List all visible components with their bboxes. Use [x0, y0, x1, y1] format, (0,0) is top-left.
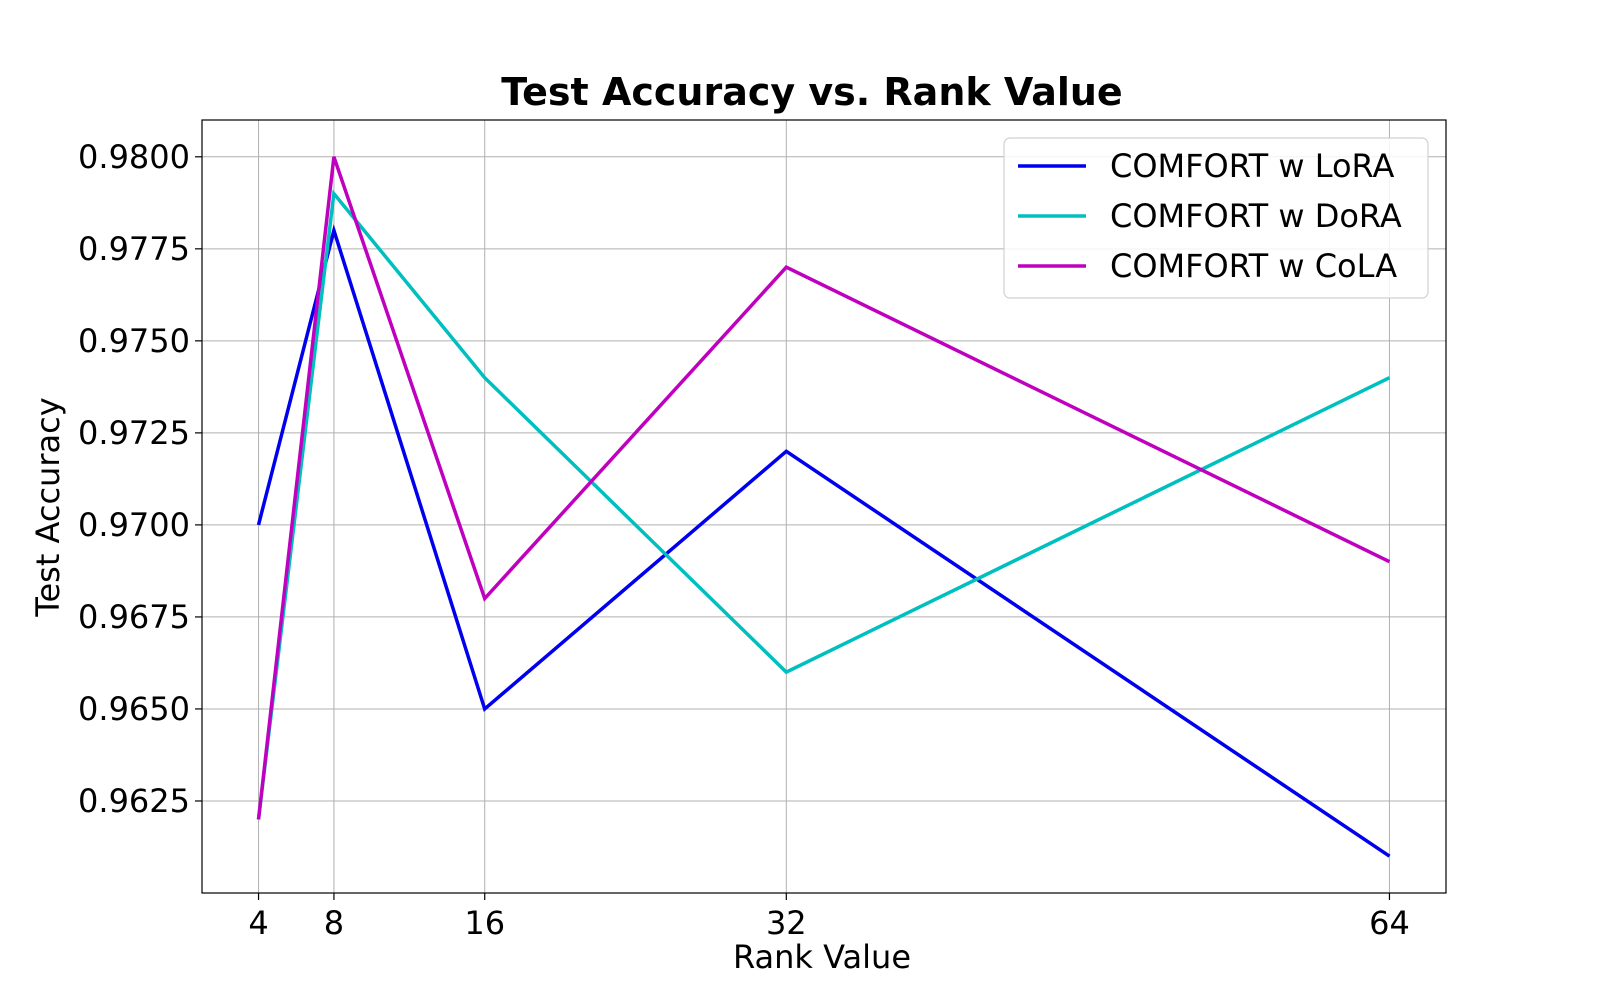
- y-tick-label: 0.9650: [78, 690, 190, 728]
- y-axis-ticks: 0.9625 0.9650 0.9675 0.9700 0.9725 0.9750 0.97…: [78, 138, 202, 820]
- y-tick-label: 0.9800: [78, 138, 190, 176]
- legend-label: COMFORT w LoRA: [1110, 147, 1394, 185]
- legend-frame: [1003, 137, 1429, 299]
- x-axis-ticks: 4 8 16 32 64: [248, 893, 1410, 942]
- x-tick-label: 32: [766, 904, 807, 942]
- series-line: [256, 224, 1391, 858]
- series-line: [256, 189, 1391, 820]
- x-tick-label: 64: [1369, 904, 1410, 942]
- y-tick-label: 0.9750: [78, 322, 190, 360]
- legend-label: COMFORT w DoRA: [1110, 197, 1402, 235]
- x-tick-label: 4: [248, 904, 268, 942]
- y-axis-label: Test Accuracy: [29, 397, 67, 617]
- legend-label: COMFORT w CoLA: [1110, 247, 1397, 285]
- x-axis-label: Rank Value: [733, 938, 911, 976]
- plot-area-frame: [201, 119, 1447, 894]
- y-tick-label: 0.9725: [78, 414, 190, 452]
- legend: COMFORT w LoRA COMFORT w DoRA COMFORT w Co…: [1003, 137, 1429, 299]
- y-tick-label: 0.9775: [78, 230, 190, 268]
- y-tick-label: 0.9675: [78, 598, 190, 636]
- series-layer: [256, 156, 1391, 858]
- x-tick-label: 8: [324, 904, 344, 942]
- x-tick-label: 16: [464, 904, 505, 942]
- chart-title: Test Accuracy vs. Rank Value: [501, 70, 1122, 114]
- y-tick-label: 0.9625: [78, 782, 190, 820]
- y-tick-label: 0.9700: [78, 506, 190, 544]
- series-line: [256, 156, 1391, 820]
